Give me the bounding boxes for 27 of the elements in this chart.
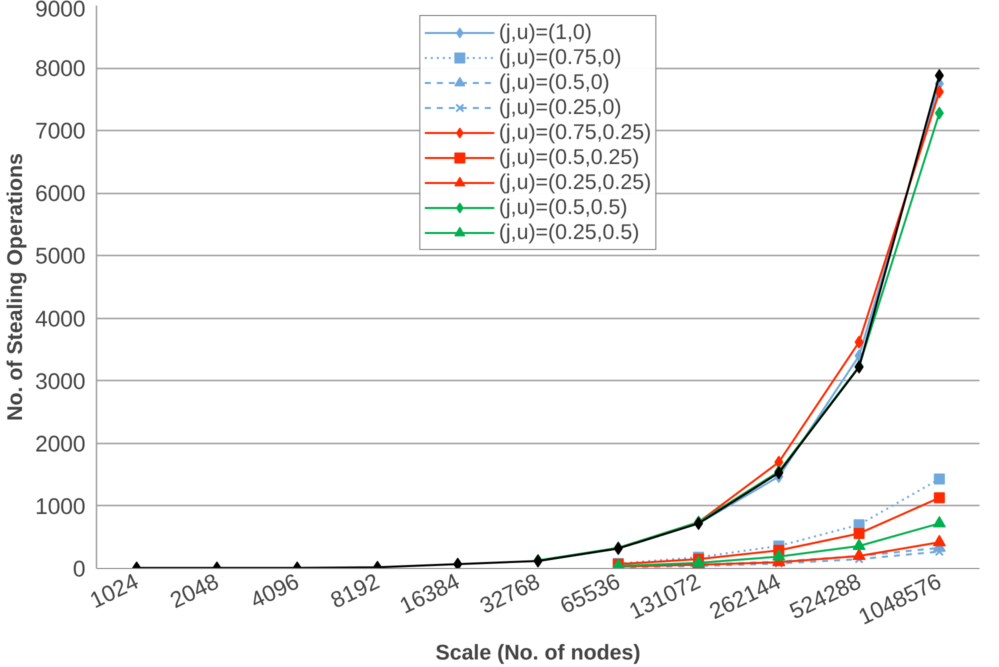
y-tick-label: 8000: [35, 55, 86, 82]
legend-label: (j,u)=(0.5,0): [498, 70, 610, 95]
legend-label: (j,u)=(0.25,0): [498, 95, 622, 120]
legend-label: (j,u)=(0.75,0.25): [498, 120, 652, 145]
x-axis-title: Scale (No. of nodes): [435, 640, 641, 664]
y-tick-label: 0: [72, 556, 86, 582]
x-tick-label: 8192: [326, 568, 384, 614]
legend-label: (j,u)=(1,0): [498, 20, 592, 45]
legend-label: (j,u)=(0.5,0.5): [498, 195, 628, 220]
legend-label: (j,u)=(0.25,0.25): [498, 170, 652, 195]
y-tick-label: 7000: [35, 118, 86, 144]
y-tick-label: 2000: [35, 430, 86, 456]
y-tick-label: 9000: [35, 0, 86, 22]
y-axis-title: No. of Stealing Operations: [3, 153, 28, 421]
y-tick-label: 6000: [35, 180, 86, 206]
x-tick-label: 65536: [556, 568, 624, 619]
x-tick-label: 4096: [246, 568, 303, 614]
y-tick-label: 3000: [35, 368, 86, 394]
x-tick-label: 1024: [86, 568, 142, 614]
y-tick-label: 4000: [35, 305, 86, 332]
x-tick-label: 2048: [166, 568, 223, 614]
legend-label: (j,u)=(0.5,0.25): [498, 145, 640, 170]
x-tick-label: 32768: [476, 568, 544, 619]
legend-label: (j,u)=(0.25,0.5): [498, 220, 640, 245]
legend-label: (j,u)=(0.75,0): [498, 45, 622, 70]
y-tick-label: 5000: [35, 242, 86, 269]
y-tick-label: 1000: [35, 492, 86, 519]
